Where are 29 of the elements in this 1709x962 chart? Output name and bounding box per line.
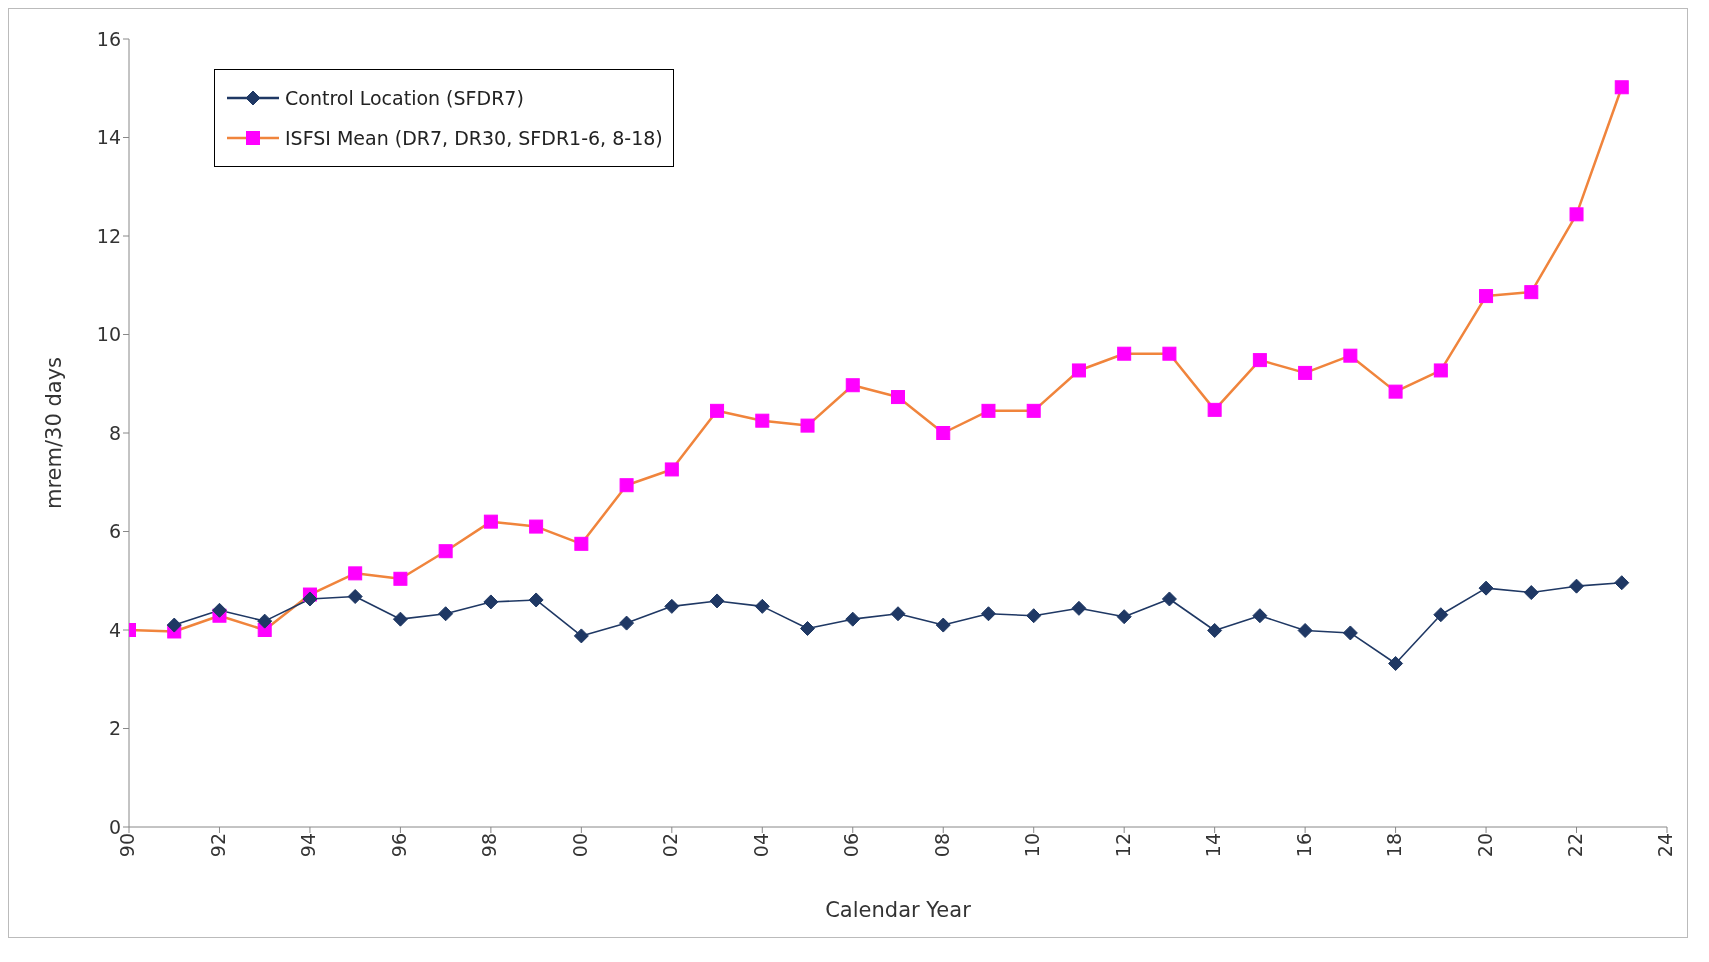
x-tick-label: 24 — [1654, 833, 1677, 858]
y-tick-label: 4 — [108, 618, 121, 641]
x-axis-title: Calendar Year — [825, 898, 972, 922]
x-tick-label: 12 — [1111, 833, 1134, 858]
x-tick-label: 18 — [1383, 833, 1406, 858]
x-tick-label: 16 — [1292, 833, 1315, 858]
legend-label: Control Location (SFDR7) — [285, 87, 524, 109]
x-tick-label: 08 — [930, 833, 953, 858]
y-axis-title: mrem/30 days — [42, 356, 67, 510]
x-tick-label: 04 — [749, 833, 772, 858]
y-tick-label: 10 — [96, 323, 121, 346]
x-tick-label: 02 — [659, 833, 682, 858]
legend-label: ISFSI Mean (DR7, DR30, SFDR1-6, 8-18) — [285, 127, 663, 149]
x-tick-label: 06 — [840, 833, 863, 858]
y-tick-label: 6 — [108, 520, 121, 543]
x-tick-label: 00 — [568, 833, 591, 858]
x-tick-label: 98 — [478, 833, 501, 858]
y-tick-label: 8 — [108, 421, 121, 444]
x-tick-label: 14 — [1202, 833, 1225, 858]
y-tick-label: 14 — [96, 126, 121, 149]
y-tick-label: 2 — [108, 717, 121, 740]
x-tick-label: 20 — [1473, 833, 1496, 858]
x-tick-label: 94 — [297, 833, 320, 858]
x-tick-label: 96 — [387, 833, 410, 858]
x-tick-label: 92 — [206, 833, 229, 858]
y-tick-label: 12 — [96, 224, 121, 247]
x-tick-label: 22 — [1564, 833, 1587, 858]
y-tick-label: 16 — [96, 27, 121, 50]
x-tick-label: 10 — [1021, 833, 1044, 858]
